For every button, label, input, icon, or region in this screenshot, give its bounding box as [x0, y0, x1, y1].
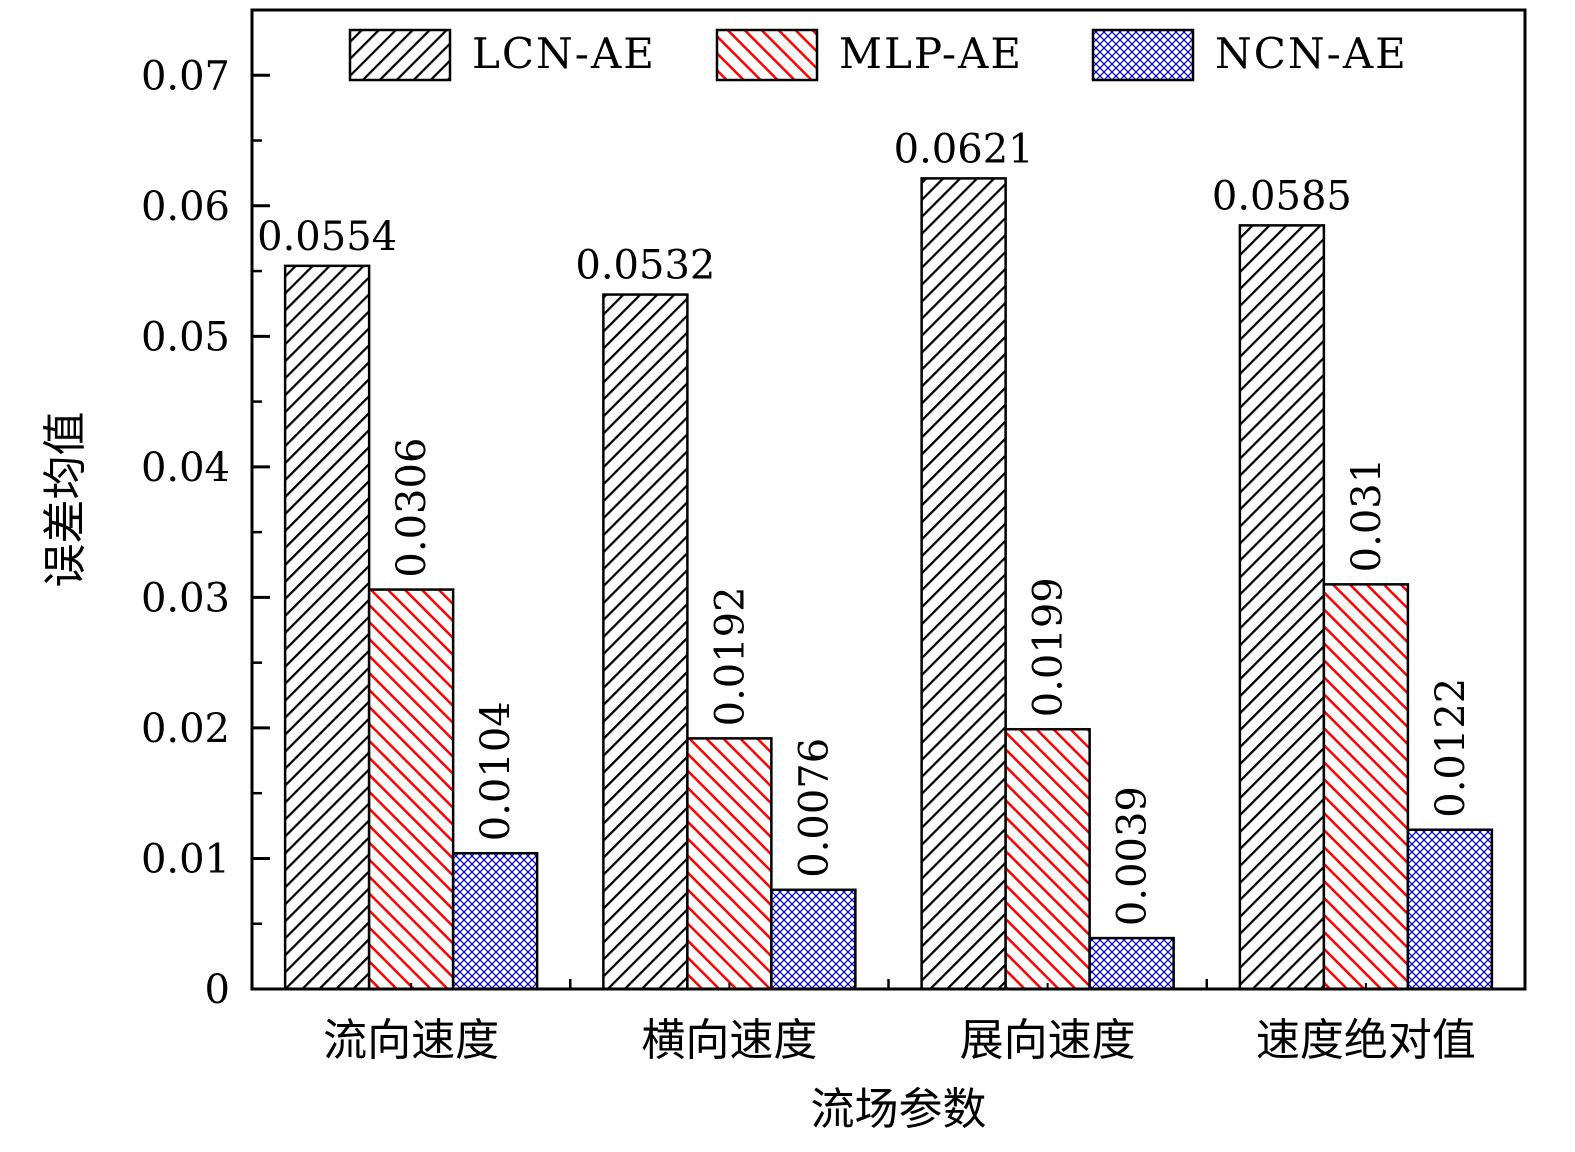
data-labels-layer: 0.0554 0.0306 0.0104 0.0532 0.0192 0.0076 0.06… [257, 126, 1474, 926]
bar-mlp-ae-4 [1322, 583, 1410, 991]
bar-lcn-ae-2 [602, 293, 689, 991]
bar-ncn-ae-1 [451, 851, 539, 991]
data-label: 0.0122 [1428, 678, 1474, 818]
y-tick-label: 0.03 [141, 575, 230, 621]
bar-ncn-ae-3 [1088, 936, 1175, 991]
y-tick-labels: 0 0.01 0.02 0.03 0.04 0.05 0.06 0.07 [141, 53, 230, 1013]
bar-ncn-ae-4 [1406, 828, 1494, 991]
legend-item-lcn-ae: LCN-AE [348, 28, 656, 82]
legend-item-mlp-ae: MLP-AE [715, 28, 1023, 82]
data-label: 0.0104 [473, 701, 519, 841]
x-category-label: 流向速度 [323, 1015, 499, 1066]
data-label: 0.0554 [257, 214, 397, 260]
bar-mlp-ae-3 [1004, 727, 1091, 991]
x-category-label: 横向速度 [641, 1015, 817, 1066]
y-tick-label: 0 [205, 967, 230, 1013]
data-label: 0.0076 [791, 738, 837, 878]
data-label: 0.0306 [389, 438, 435, 578]
x-category-labels: 流向速度 横向速度 展向速度 速度绝对值 [323, 1015, 1476, 1066]
legend-label: MLP-AE [839, 29, 1023, 78]
y-tick-label: 0.05 [141, 314, 230, 360]
data-label: 0.0192 [707, 586, 753, 726]
y-axis-title: 误差均值 [40, 412, 91, 588]
bar-lcn-ae-1 [283, 264, 371, 991]
x-category-label: 展向速度 [960, 1015, 1136, 1066]
ticks-layer [252, 73, 1367, 991]
y-tick-label: 0.02 [141, 706, 230, 752]
y-tick-label: 0.07 [141, 53, 230, 99]
data-label: 0.0039 [1110, 786, 1156, 926]
legend-swatch [348, 28, 452, 82]
y-tick-label: 0.04 [141, 445, 230, 491]
data-label: 0.0199 [1026, 577, 1072, 717]
legend: LCN-AE MLP-AE NCN-AE [348, 28, 1408, 82]
x-axis-title: 流场参数 [811, 1084, 987, 1135]
data-label: 0.0621 [894, 126, 1034, 172]
y-tick-label: 0.01 [141, 836, 230, 882]
data-label: 0.0585 [1212, 173, 1352, 219]
y-tick-label: 0.06 [141, 184, 230, 230]
legend-label: LCN-AE [472, 29, 656, 78]
x-category-label: 速度绝对值 [1256, 1015, 1476, 1066]
legend-swatch [715, 28, 819, 82]
data-label: 0.031 [1344, 458, 1390, 573]
legend-item-ncn-ae: NCN-AE [1091, 28, 1408, 82]
bar-mlp-ae-1 [367, 588, 455, 991]
legend-swatch [1091, 28, 1195, 82]
bars-layer [283, 177, 1494, 991]
bar-lcn-ae-4 [1238, 224, 1326, 991]
legend-label: NCN-AE [1215, 29, 1408, 78]
bar-mlp-ae-2 [686, 737, 773, 991]
bar-ncn-ae-2 [770, 888, 857, 991]
data-label: 0.0532 [575, 243, 715, 289]
bar-lcn-ae-3 [920, 177, 1007, 991]
